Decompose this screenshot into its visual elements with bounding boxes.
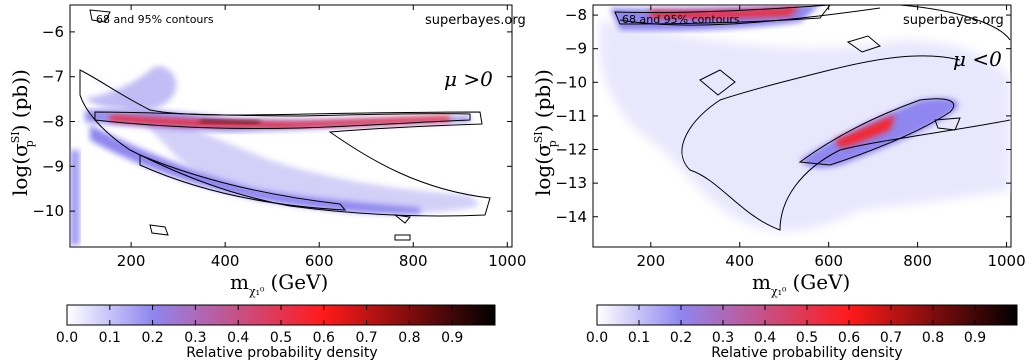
density-region-core-dark [200,119,260,124]
y-tick-label: −13 [555,174,587,192]
colorbar-tick-label: 0.6 [838,330,860,346]
density-shading [600,5,1011,231]
x-tick-label: 200 [636,252,665,270]
contour-68-top [614,5,831,25]
colorbar-tick-label: 0.9 [441,330,463,346]
colorbar-tick-label: 0.3 [712,330,734,346]
right-condition: μ <0 [953,47,1002,71]
contour-scatter-4 [394,234,411,241]
colorbar-ticks: 0.0 0.1 0.2 0.3 0.4 0.5 0.6 0.7 0.8 0.9 [56,305,463,346]
colorbar-tick-label: 0.4 [227,330,249,346]
right-contours-note: 68 and 95% contours [622,13,740,26]
y-tick-label: −8 [42,113,64,131]
contour-68-lower [139,154,347,211]
colorbar-tick-label: 0.0 [56,330,78,346]
colorbar-tick-label: 0.9 [964,330,986,346]
colorbar-tick-label: 0.2 [141,330,163,346]
x-tick-label: 200 [117,252,146,270]
contour-68 [94,111,471,130]
density-region-blob-core [835,115,895,148]
right-credit: superbayes.org [903,13,1004,28]
y-tick-label: −9 [42,157,64,175]
right-y-label: log(σSIp) (pb)) [531,69,559,196]
right-colorbar: 0.0 0.1 0.2 0.3 0.4 0.5 0.6 0.7 0.8 0.9 Relative … [586,304,1018,361]
colorbar-tick-label: 0.4 [754,330,776,346]
left-y-label: log(σSIp) (pb)) [8,69,36,196]
right-x-label: mχ₁⁰ (GeV) [752,270,850,298]
left-contours-note: 68 and 95% contours [96,13,214,26]
colorbar-tick-label: 0.7 [880,330,902,346]
colorbar-tick-label: 0.6 [313,330,335,346]
left-x-label: mχ₁⁰ (GeV) [230,270,328,298]
contour-island-3 [934,117,961,131]
right-axis-ticks: 200 400 600 800 1000 −8 −9 −10 −11 −12 −13 −14 [555,5,1026,270]
colorbar-tick-label: 0.8 [398,330,420,346]
left-colorbar: 0.0 0.1 0.2 0.3 0.4 0.5 0.6 0.7 0.8 0.9 Relative … [56,304,496,361]
contour-95 [619,5,1011,231]
colorbar-tick-label: 0.3 [184,330,206,346]
y-tick-label: −12 [555,141,587,159]
colorbar-tick-label: 0.1 [628,330,650,346]
colorbar-label: Relative probability density [711,345,902,361]
density-shading [70,9,491,245]
colorbar-ticks: 0.0 0.1 0.2 0.3 0.4 0.5 0.6 0.7 0.8 0.9 [586,305,986,346]
density-region-lower-band [90,125,420,214]
y-tick-label: −10 [555,73,587,91]
density-region-upper-arm [85,66,177,111]
contour-island-1 [699,69,736,96]
colorbar-tick-label: 0.0 [586,330,608,346]
x-tick-label: 800 [399,252,428,270]
y-tick-label: −14 [555,208,587,226]
y-tick-label: −7 [42,68,64,86]
y-tick-label: −8 [565,6,587,24]
x-tick-label: 1000 [488,252,526,270]
left-axis-ticks: 200 400 600 800 1000 −6 −7 −8 −9 −10 [32,5,526,270]
y-tick-label: −6 [42,23,64,41]
x-tick-label: 600 [814,252,843,270]
right-panel: 200 400 600 800 1000 −8 −9 −10 −11 −12 −13 −14 68 a… [531,4,1026,298]
left-credit: superbayes.org [425,13,526,28]
contour-island-2 [846,35,882,53]
x-tick-label: 400 [725,252,754,270]
colorbar-tick-label: 0.8 [922,330,944,346]
x-tick-label: 1000 [987,252,1025,270]
y-tick-label: −11 [555,107,587,125]
contour-scatter-2 [89,9,111,23]
contour-scatter-1 [149,224,169,236]
y-tick-label: −10 [32,202,64,220]
density-region-core [110,115,450,128]
colorbar-tick-label: 0.5 [270,330,292,346]
contour-scatter-3 [393,214,411,224]
colorbar-tick-label: 0.7 [355,330,377,346]
x-tick-label: 600 [305,252,334,270]
x-tick-label: 400 [211,252,240,270]
colorbar-tick-label: 0.2 [670,330,692,346]
y-tick-label: −9 [565,40,587,58]
density-region-wash [600,20,1010,231]
colorbar-tick-label: 0.5 [796,330,818,346]
left-condition: μ >0 [444,67,493,91]
colorbar-tick-label: 0.1 [99,330,121,346]
density-region-left-edge [70,150,80,245]
colorbar-label: Relative probability density [186,345,377,361]
left-panel: 200 400 600 800 1000 −6 −7 −8 −9 −10 68 and 95% c… [8,4,526,298]
contour-68 [798,98,955,166]
density-region-outer [90,73,480,214]
x-tick-label: 800 [903,252,932,270]
